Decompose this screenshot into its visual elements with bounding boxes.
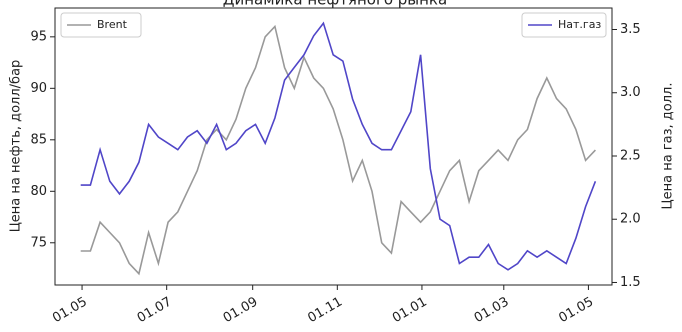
y2-tick-label: 2.0 (620, 212, 641, 227)
y-tick-label: 85 (30, 132, 47, 147)
x-tick-label: 01.09 (221, 295, 261, 327)
y-tick-label: 80 (30, 184, 47, 199)
x-tick-label: 01.01 (390, 295, 430, 327)
y2-tick-label: 1.5 (620, 275, 641, 290)
x-tick-label: 01.07 (135, 295, 175, 327)
legend-label: Нат.газ (558, 18, 601, 31)
y-tick-label: 90 (30, 81, 47, 96)
x-tick-label: 01.11 (305, 295, 345, 327)
series-line (80, 21, 597, 271)
y-tick-label: 95 (30, 29, 47, 44)
x-tick-label: 01.03 (472, 295, 512, 327)
x-tick-label: 01.05 (50, 295, 90, 327)
y2-tick-label: 3.5 (620, 22, 641, 37)
x-tick-label: 01.05 (556, 295, 596, 327)
legend-box (521, 12, 607, 38)
chart-title: Динамика нефтяного рынка (223, 0, 447, 9)
legend-box (60, 12, 142, 38)
y-tick-label: 75 (30, 235, 47, 250)
series-line (80, 24, 596, 276)
y2-axis-label: Цена на газ, долл. (661, 83, 676, 210)
y-axis-label: Цена на нефть, долл/бар (9, 60, 24, 233)
plot-frame (54, 7, 613, 286)
legend-label: Brent (97, 18, 128, 31)
y2-tick-label: 3.0 (620, 85, 641, 100)
y2-tick-label: 2.5 (620, 148, 641, 163)
